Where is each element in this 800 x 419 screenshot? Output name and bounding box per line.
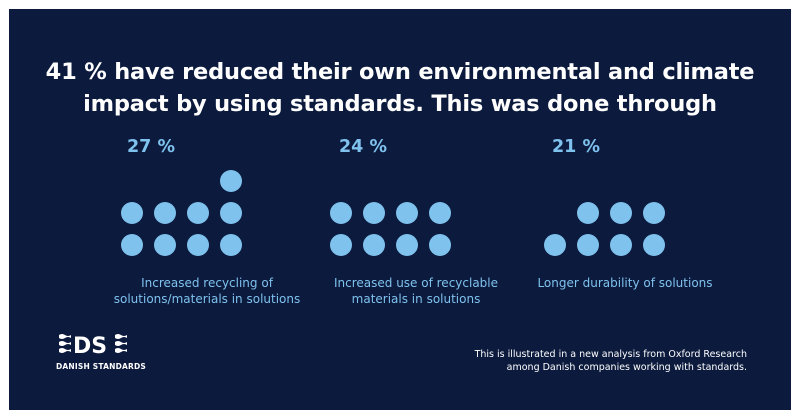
dot-recyclable-materials [429, 202, 451, 224]
caption-recyclable-materials: Increased use of recyclable materials in… [306, 275, 526, 307]
headline-line-1: 41 % have reduced their own environmenta… [45, 59, 755, 85]
footnote-line-1: This is illustrated in a new analysis fr… [474, 349, 747, 360]
logo-name: DANISH STANDARDS [56, 362, 147, 371]
dot-recycling [220, 202, 242, 224]
dot-durability [643, 202, 665, 224]
caption-durability: Longer durability of solutions [515, 275, 735, 291]
dot-recycling [220, 170, 242, 192]
caption-recyclable-materials-line-2: materials in solutions [351, 292, 481, 306]
percent-label-recycling: 27 % [127, 137, 175, 157]
percent-label-durability: 21 % [552, 137, 600, 157]
wave-icon-left [59, 334, 71, 353]
dot-recyclable-materials [363, 234, 385, 256]
danish-standards-logo: DS [59, 334, 127, 359]
logo-mark-text: DS [73, 334, 107, 359]
dot-recyclable-materials [396, 202, 418, 224]
dot-recycling [220, 234, 242, 256]
caption-recyclable-materials-line-1: Increased use of recyclable [333, 276, 499, 290]
headline: 41 % have reduced their own environmenta… [9, 56, 791, 120]
caption-recycling-line-1: Increased recycling of [141, 276, 273, 290]
dot-recycling [121, 202, 143, 224]
caption-durability-line-1: Longer durability of solutions [537, 276, 713, 290]
dot-recycling [121, 234, 143, 256]
dot-durability [544, 234, 566, 256]
dot-recyclable-materials [330, 234, 352, 256]
infographic-card: 41 % have reduced their own environmenta… [9, 9, 791, 410]
dot-recycling [187, 202, 209, 224]
dot-durability [610, 202, 632, 224]
dot-recyclable-materials [363, 202, 385, 224]
caption-recycling: Increased recycling of solutions/materia… [97, 275, 317, 307]
footnote: This is illustrated in a new analysis fr… [387, 348, 747, 374]
dot-recyclable-materials [429, 234, 451, 256]
footnote-line-2: among Danish companies working with stan… [506, 362, 747, 373]
dot-durability [577, 202, 599, 224]
dot-durability [577, 234, 599, 256]
percent-label-recyclable-materials: 24 % [339, 137, 387, 157]
caption-recycling-line-2: solutions/materials in solutions [113, 292, 301, 306]
dot-recycling [154, 234, 176, 256]
dot-durability [643, 234, 665, 256]
dot-durability [610, 234, 632, 256]
dot-recycling [187, 234, 209, 256]
dot-recyclable-materials [396, 234, 418, 256]
dot-recycling [154, 202, 176, 224]
dot-recyclable-materials [330, 202, 352, 224]
wave-icon-right [115, 334, 127, 353]
headline-line-2: impact by using standards. This was done… [83, 91, 717, 117]
